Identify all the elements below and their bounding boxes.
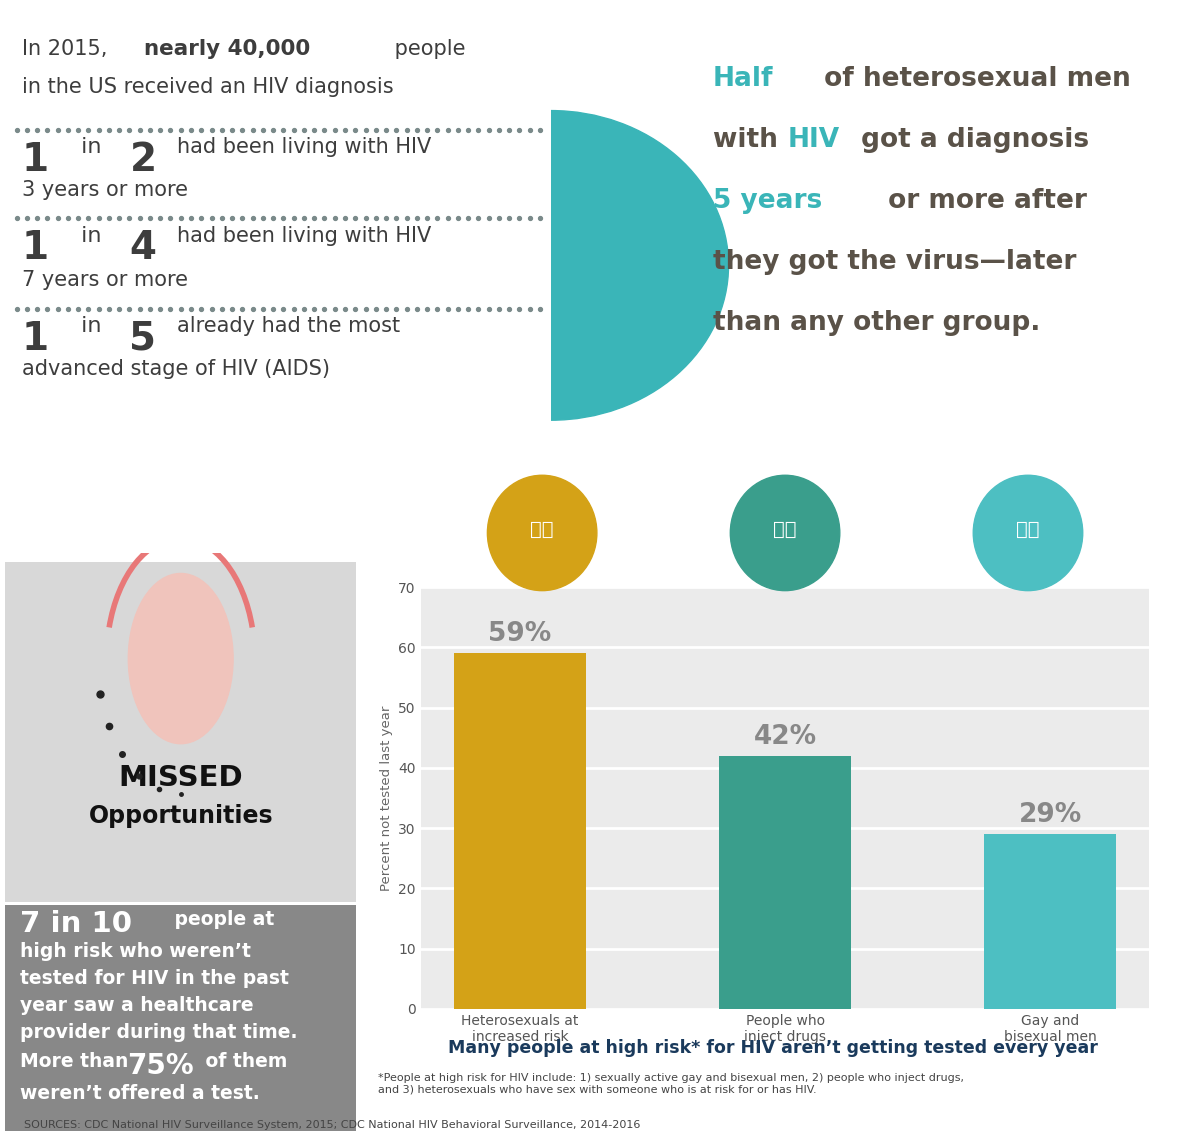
Text: 29%: 29% [1018,803,1082,828]
Text: In 2015,: In 2015, [23,39,114,58]
Text: got a diagnosis: got a diagnosis [852,128,1089,153]
Text: tested for HIV in the past: tested for HIV in the past [20,969,289,987]
Text: *People at high risk for HIV include: 1) sexually active gay and bisexual men, 2: *People at high risk for HIV include: 1)… [378,1073,963,1094]
Circle shape [973,475,1083,591]
Text: 42%: 42% [754,724,816,750]
Text: in the US received an HIV diagnosis: in the US received an HIV diagnosis [23,78,393,97]
Bar [454,653,587,1009]
Text: in: in [75,316,109,335]
Text: 👥👤: 👥👤 [1017,520,1039,539]
Text: nearly 40,000: nearly 40,000 [145,39,310,58]
Text: weren’t offered a test.: weren’t offered a test. [20,1084,260,1104]
Text: Many people at high risk* for HIV aren’t getting tested every year: Many people at high risk* for HIV aren’t… [448,1039,1098,1057]
Text: year saw a healthcare: year saw a healthcare [20,995,254,1015]
Text: had been living with HIV: had been living with HIV [178,226,431,245]
Wedge shape [551,111,729,421]
Text: advanced stage of HIV (AIDS): advanced stage of HIV (AIDS) [23,359,331,380]
Text: 2: 2 [129,141,156,179]
Text: 5 years: 5 years [712,188,822,214]
Text: of them: of them [199,1052,287,1070]
Text: More than: More than [20,1052,135,1070]
Text: 1: 1 [23,319,49,358]
Text: MISSED: MISSED [118,764,243,792]
Text: 👥👤: 👥👤 [774,520,796,539]
Bar [984,834,1116,1009]
Text: 5: 5 [129,319,156,358]
Text: people at: people at [168,910,274,929]
Text: Opportunities: Opportunities [89,804,273,828]
Text: or more after: or more after [879,188,1087,214]
Bar [6,905,356,1131]
Text: 👥👤: 👥👤 [531,520,553,539]
Circle shape [128,573,233,743]
Bar [6,562,356,902]
Text: 75%: 75% [127,1052,194,1080]
Text: with: with [712,128,787,153]
Text: provider during that time.: provider during that time. [20,1023,297,1042]
Text: of heterosexual men: of heterosexual men [815,66,1132,92]
Y-axis label: Percent not tested last year: Percent not tested last year [379,706,392,890]
Text: Half: Half [712,66,773,92]
Circle shape [487,475,597,591]
Circle shape [730,475,840,591]
Text: 1: 1 [23,141,49,179]
Bar [719,756,851,1009]
Text: high risk who weren’t: high risk who weren’t [20,942,251,961]
Text: in: in [75,226,109,245]
Text: they got the virus—later: they got the virus—later [712,249,1076,275]
Text: SOURCES: CDC National HIV Surveillance System, 2015; CDC National HIV Behavioral: SOURCES: CDC National HIV Surveillance S… [24,1119,640,1130]
Text: 7 in 10: 7 in 10 [20,910,132,938]
Text: 1: 1 [23,229,49,268]
Text: than any other group.: than any other group. [712,310,1040,335]
Text: 4: 4 [129,229,156,268]
Text: 7 years or more: 7 years or more [23,270,188,290]
Text: 3 years or more: 3 years or more [23,180,188,200]
Text: people: people [389,39,466,58]
Text: HIV: HIV [788,128,840,153]
Text: 59%: 59% [488,621,552,648]
Text: had been living with HIV: had been living with HIV [178,137,431,157]
Text: already had the most: already had the most [178,316,401,335]
Text: in: in [75,137,109,157]
